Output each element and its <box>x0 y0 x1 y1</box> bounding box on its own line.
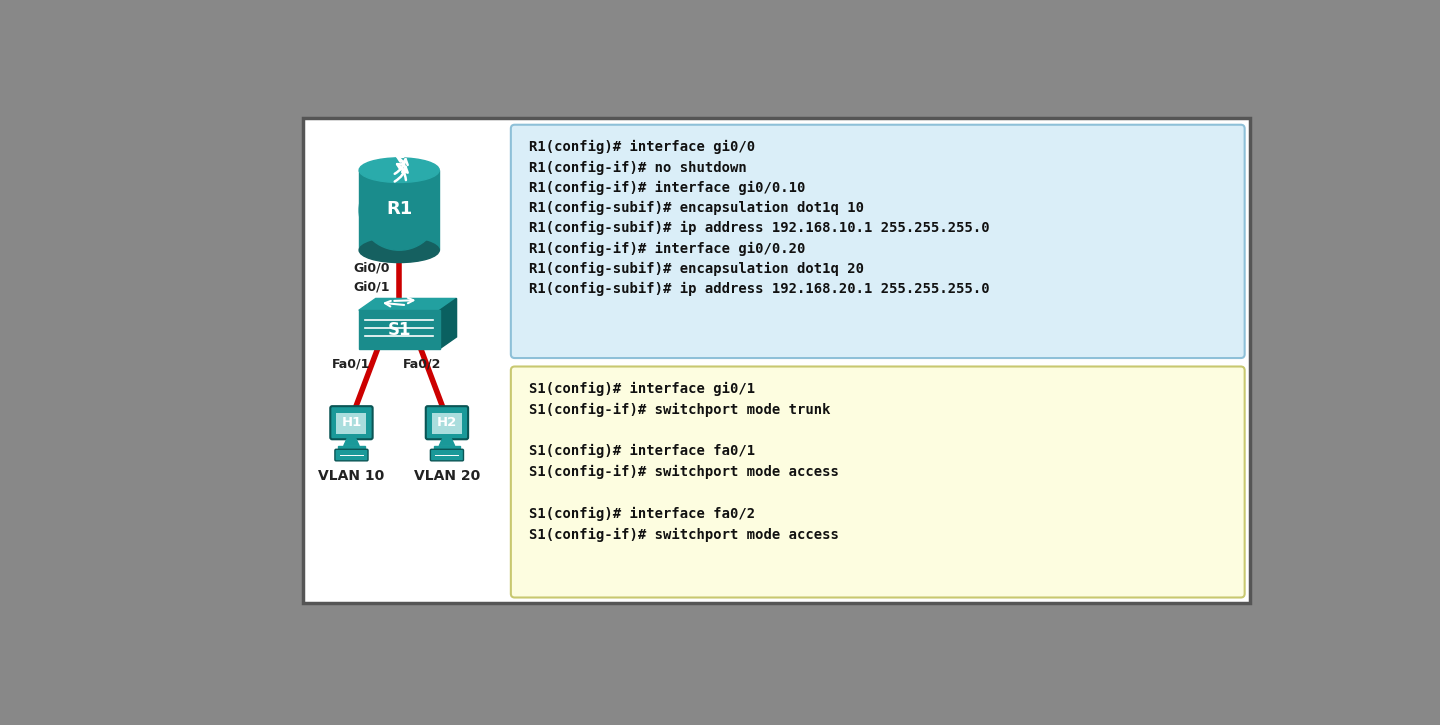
Polygon shape <box>359 299 456 310</box>
FancyBboxPatch shape <box>511 367 1244 597</box>
FancyBboxPatch shape <box>511 125 1244 358</box>
Text: VLAN 20: VLAN 20 <box>413 469 480 483</box>
Text: Gi0/0: Gi0/0 <box>353 262 390 275</box>
FancyBboxPatch shape <box>302 117 1250 603</box>
Bar <box>359 170 439 250</box>
Text: H1: H1 <box>341 416 361 429</box>
Text: S1(config)# interface gi0/1
S1(config-if)# switchport mode trunk

S1(config)# in: S1(config)# interface gi0/1 S1(config-if… <box>528 382 838 542</box>
Text: R1: R1 <box>386 199 412 218</box>
Polygon shape <box>344 437 359 446</box>
Text: Gi0/1: Gi0/1 <box>353 281 390 294</box>
Polygon shape <box>439 437 455 446</box>
Text: Fa0/2: Fa0/2 <box>403 357 442 370</box>
Ellipse shape <box>359 158 439 183</box>
Ellipse shape <box>359 238 439 262</box>
Bar <box>338 446 364 450</box>
FancyBboxPatch shape <box>336 450 369 461</box>
Text: S1: S1 <box>387 320 410 339</box>
Polygon shape <box>359 310 439 349</box>
Bar <box>433 446 459 450</box>
Text: R1(config)# interface gi0/0
R1(config-if)# no shutdown
R1(config-if)# interface : R1(config)# interface gi0/0 R1(config-if… <box>528 140 989 297</box>
Circle shape <box>359 170 439 250</box>
Text: VLAN 10: VLAN 10 <box>318 469 384 483</box>
FancyBboxPatch shape <box>431 450 464 461</box>
FancyBboxPatch shape <box>337 413 366 434</box>
Text: H2: H2 <box>436 416 456 429</box>
Text: Fa0/1: Fa0/1 <box>331 357 370 370</box>
FancyBboxPatch shape <box>426 406 468 439</box>
FancyBboxPatch shape <box>330 406 373 439</box>
FancyBboxPatch shape <box>432 413 462 434</box>
Polygon shape <box>439 299 456 349</box>
